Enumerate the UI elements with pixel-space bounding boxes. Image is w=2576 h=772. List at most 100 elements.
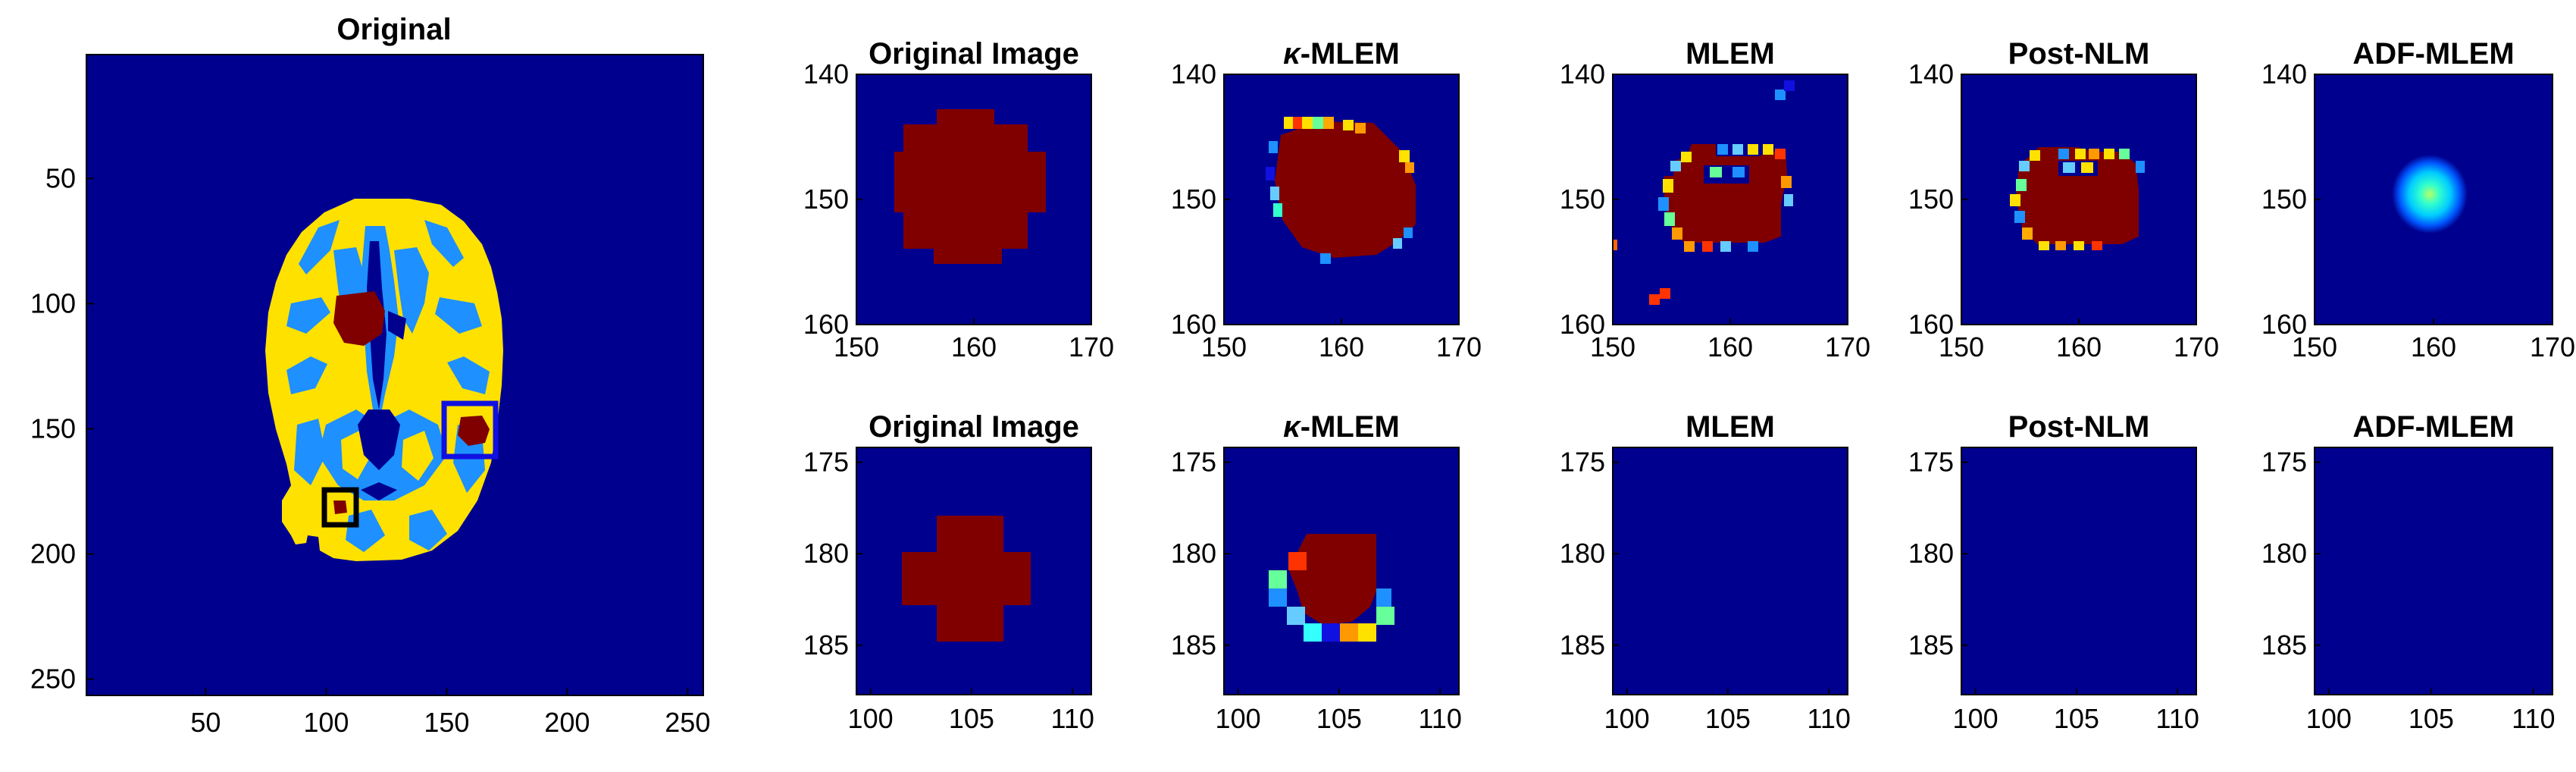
row2-xtick-label: 110 xyxy=(1050,703,1094,734)
row1-xtick-label: 160 xyxy=(2411,331,2456,362)
row1-ytick-label: 140 xyxy=(803,58,849,89)
row2-panel-title: Post-NLM xyxy=(2008,410,2150,444)
main-ytick-label: 250 xyxy=(30,664,76,695)
row1-xtick-label: 150 xyxy=(834,331,879,362)
row2-ytick-label: 175 xyxy=(1560,447,1605,478)
lesions xyxy=(333,291,490,514)
row2-panel-5-axes: ADF-MLEM 100 105 110 175 180 185 xyxy=(2261,410,2556,734)
row2-xtick-label: 100 xyxy=(1953,703,1999,734)
lesion-original-2 xyxy=(902,516,1031,642)
row1-xtick-label: 160 xyxy=(1707,331,1753,362)
row1-panel-title: Post-NLM xyxy=(2008,37,2150,71)
row2-xtick-label: 100 xyxy=(1216,703,1261,734)
row2-ytick-label: 185 xyxy=(1560,629,1605,661)
row1-panel-title: MLEM xyxy=(1686,37,1775,71)
row2-xtick-label: 105 xyxy=(949,703,994,734)
row1-ytick-label: 160 xyxy=(1908,309,1954,340)
row1-xtick-label: 160 xyxy=(2056,331,2102,362)
main-title: Original xyxy=(336,13,451,46)
row2-panel-title: MLEM xyxy=(1686,410,1775,444)
row2-xtick-label: 105 xyxy=(1316,703,1362,734)
row1-panel-mlem xyxy=(1613,74,1848,325)
row1-xtick-label: 160 xyxy=(1319,331,1364,362)
row1-xtick-label: 150 xyxy=(2292,331,2337,362)
main-ytick-label: 50 xyxy=(45,162,76,193)
row1-panel-adfmlem xyxy=(2315,74,2553,325)
row2-ytick-label: 185 xyxy=(1171,629,1216,661)
row2-ytick-label: 185 xyxy=(803,629,849,661)
row2-panel-3-axes: MLEM 100 105 110 175 180 185 xyxy=(1560,410,1851,734)
row2-xtick-label: 110 xyxy=(2155,703,2199,734)
main-ytick-label: 100 xyxy=(30,287,76,319)
main-panel: Original xyxy=(30,13,710,738)
row2-xtick-label: 105 xyxy=(2054,703,2099,734)
main-xtick-label: 200 xyxy=(544,707,590,738)
row2-ytick-label: 175 xyxy=(1908,447,1954,478)
row1-panel-title: Original Image xyxy=(869,37,1079,71)
row2-ytick-label: 185 xyxy=(1908,629,1954,661)
row1-panel-title: κ-MLEM xyxy=(1283,37,1400,71)
row2-panel-title: κ-MLEM xyxy=(1283,410,1400,444)
row2-xtick-label: 100 xyxy=(848,703,894,734)
zoom-box-blue xyxy=(441,400,499,460)
row2-ytick-label: 180 xyxy=(1908,538,1954,569)
main-x-ticks: 50 100 150 200 250 xyxy=(190,688,710,738)
row2-ytick-label: 180 xyxy=(2261,538,2307,569)
main-xtick-label: 150 xyxy=(424,707,469,738)
main-axes-frame xyxy=(86,54,704,696)
row1-ytick-label: 160 xyxy=(803,309,849,340)
row2-panel-title: ADF-MLEM xyxy=(2352,410,2514,444)
row2-xtick-label: 105 xyxy=(1705,703,1751,734)
main-xtick-label: 100 xyxy=(303,707,349,738)
row1-ytick-label: 140 xyxy=(1171,58,1216,89)
row2-panel-mlem xyxy=(1613,447,1848,695)
zoom-box-black xyxy=(321,487,359,528)
row2-xtick-label: 110 xyxy=(1418,703,1461,734)
row1-panels xyxy=(856,74,2553,325)
row2-ytick-label: 175 xyxy=(2261,447,2307,478)
row2-panel-2-axes: κ-MLEM 100 105 110 175 180 185 xyxy=(1171,410,1462,734)
row1-panel-original xyxy=(856,74,1091,325)
row1-ytick-label: 160 xyxy=(1560,309,1605,340)
main-xtick-label: 50 xyxy=(190,707,221,738)
row1-xtick-label: 170 xyxy=(1825,331,1870,362)
row2-panel-title: Original Image xyxy=(869,410,1079,444)
row1-ytick-label: 140 xyxy=(2261,58,2307,89)
row1-ytick-label: 150 xyxy=(1560,184,1605,215)
row2-panels xyxy=(856,447,2553,695)
row1-xtick-label: 170 xyxy=(2530,331,2575,362)
lesion-original xyxy=(894,109,1046,264)
main-xtick-label: 250 xyxy=(665,707,710,738)
row1-ytick-label: 160 xyxy=(1171,309,1216,340)
row1-xtick-label: 170 xyxy=(1069,331,1114,362)
row2-panel-adfmlem xyxy=(2315,447,2553,695)
row1-xtick-label: 150 xyxy=(1939,331,1984,362)
row1-ytick-label: 150 xyxy=(1171,184,1216,215)
row2-xtick-label: 110 xyxy=(1807,703,1850,734)
lesion-small xyxy=(333,501,347,514)
adf-blur-spot xyxy=(2392,155,2468,234)
row1-xtick-label: 160 xyxy=(951,331,997,362)
row1-xtick-label: 150 xyxy=(1201,331,1247,362)
row1-ytick-label: 140 xyxy=(1908,58,1954,89)
row1-ytick-label: 150 xyxy=(1908,184,1954,215)
row2-xtick-label: 110 xyxy=(2512,703,2555,734)
row1-xtick-label: 170 xyxy=(2174,331,2219,362)
row2-ytick-label: 175 xyxy=(803,447,849,478)
lesion-large xyxy=(333,291,385,346)
lesion-right xyxy=(458,416,490,446)
kmlem-edge-pixels xyxy=(1266,117,1414,264)
row1-ytick-label: 140 xyxy=(1560,58,1605,89)
row2-ytick-label: 180 xyxy=(803,538,849,569)
row1-ytick-label: 150 xyxy=(2261,184,2307,215)
row2-ytick-label: 185 xyxy=(2261,629,2307,661)
row1-panel-kmlem xyxy=(1224,74,1459,325)
row2-xtick-label: 100 xyxy=(1604,703,1650,734)
row1-xtick-label: 150 xyxy=(1590,331,1635,362)
